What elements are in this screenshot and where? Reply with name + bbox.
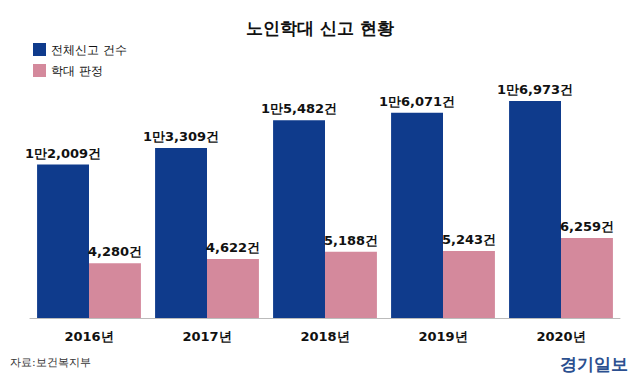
svg-text:1만5,482건: 1만5,482건 [261, 101, 337, 116]
svg-text:4,622건: 4,622건 [206, 240, 260, 255]
svg-text:5,243건: 5,243건 [442, 232, 496, 247]
svg-text:1만2,009건: 1만2,009건 [25, 146, 101, 161]
svg-text:학대 판정: 학대 판정 [51, 64, 103, 78]
svg-text:노인학대 신고 현황: 노인학대 신고 현황 [246, 18, 394, 38]
svg-text:5,188건: 5,188건 [324, 233, 378, 248]
svg-text:2016년: 2016년 [64, 329, 113, 344]
svg-text:2019년: 2019년 [418, 329, 467, 344]
svg-text:1만3,309건: 1만3,309건 [143, 129, 219, 144]
svg-text:2017년: 2017년 [182, 329, 231, 344]
svg-text:6,259건: 6,259건 [560, 219, 614, 234]
svg-text:1만6,071건: 1만6,071건 [379, 94, 455, 109]
svg-text:4,280건: 4,280건 [88, 244, 142, 259]
svg-text:자료:보건복지부: 자료:보건복지부 [10, 356, 91, 369]
svg-text:전체신고 건수: 전체신고 건수 [51, 43, 127, 57]
svg-text:경기일보: 경기일보 [560, 354, 628, 374]
svg-text:2020년: 2020년 [536, 329, 585, 344]
svg-text:2018년: 2018년 [300, 329, 349, 344]
svg-text:1만6,973건: 1만6,973건 [497, 82, 573, 97]
